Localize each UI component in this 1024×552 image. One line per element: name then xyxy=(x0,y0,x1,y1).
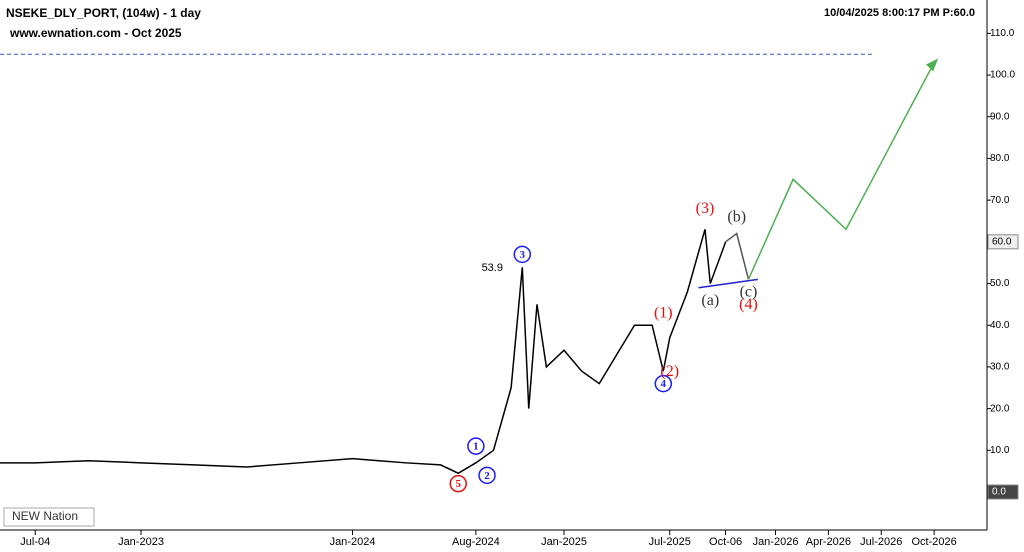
annotation: (c) xyxy=(740,284,758,301)
wave-label: 3 xyxy=(520,249,526,261)
series-line xyxy=(698,278,758,289)
series-line xyxy=(725,232,750,280)
x-tick-label: Aug-2024 xyxy=(452,536,500,548)
y-tick-label: 100.0 xyxy=(990,70,1015,81)
wave-circle xyxy=(654,374,673,393)
x-tick-label: Oct-2026 xyxy=(912,536,957,548)
x-tick-label: Jan-2023 xyxy=(118,536,164,548)
x-tick-label: Apr-2026 xyxy=(806,536,851,548)
series-line xyxy=(747,62,935,280)
annotation: (2) xyxy=(660,363,679,380)
arrow-head xyxy=(926,58,939,72)
x-tick-label: Jul-2026 xyxy=(860,536,902,548)
y-tick-label: 10.0 xyxy=(990,445,1010,456)
y-tick-label: 20.0 xyxy=(990,403,1010,414)
annotation: (b) xyxy=(727,208,746,225)
zero-label-box xyxy=(987,484,1019,500)
x-tick-label: Jul-04 xyxy=(20,536,50,548)
x-tick-label: Jan-2026 xyxy=(753,536,799,548)
y-tick-label: 40.0 xyxy=(990,320,1010,331)
logo: NEW Nation xyxy=(12,509,78,523)
wave-circle xyxy=(467,437,485,455)
x-tick-label: Jan-2024 xyxy=(330,536,376,548)
wave-label: 5 xyxy=(456,478,462,490)
y-tick-label: 110.0 xyxy=(990,28,1015,39)
x-tick-label: Jul-2025 xyxy=(649,536,691,548)
last-price: 60.0 xyxy=(992,236,1012,247)
y-tick-label: 80.0 xyxy=(990,153,1010,164)
wave-label: 4 xyxy=(661,378,667,390)
annotation: (1) xyxy=(654,304,673,321)
annotation: 53.9 xyxy=(482,262,503,274)
x-tick-label: Jan-2025 xyxy=(541,536,587,548)
wave-label: 2 xyxy=(484,470,490,482)
annotation: (a) xyxy=(701,292,719,309)
zero-label: 0.0 xyxy=(992,487,1006,498)
chart-title: NSEKE_DLY_PORT, (104w) - 1 day xyxy=(6,6,201,20)
last-price-box xyxy=(987,234,1019,250)
wave-circle xyxy=(449,474,467,493)
wave-circle xyxy=(478,466,496,485)
chart-subtitle: www.ewnation.com - Oct 2025 xyxy=(9,26,182,40)
y-tick-label: 50.0 xyxy=(990,278,1010,289)
wave-circle xyxy=(513,245,532,264)
wave-label: 1 xyxy=(473,441,479,453)
y-tick-label: 90.0 xyxy=(990,111,1010,122)
annotation: (3) xyxy=(696,200,715,217)
series-line xyxy=(0,229,727,475)
y-tick-label: 30.0 xyxy=(990,362,1010,373)
timestamp: 10/04/2025 8:00:17 PM P:60.0 xyxy=(824,7,975,19)
annotation: (4) xyxy=(739,296,758,313)
x-tick-label: Oct-06 xyxy=(709,536,742,548)
y-tick-label: 70.0 xyxy=(990,195,1010,206)
logo-box xyxy=(3,507,95,527)
